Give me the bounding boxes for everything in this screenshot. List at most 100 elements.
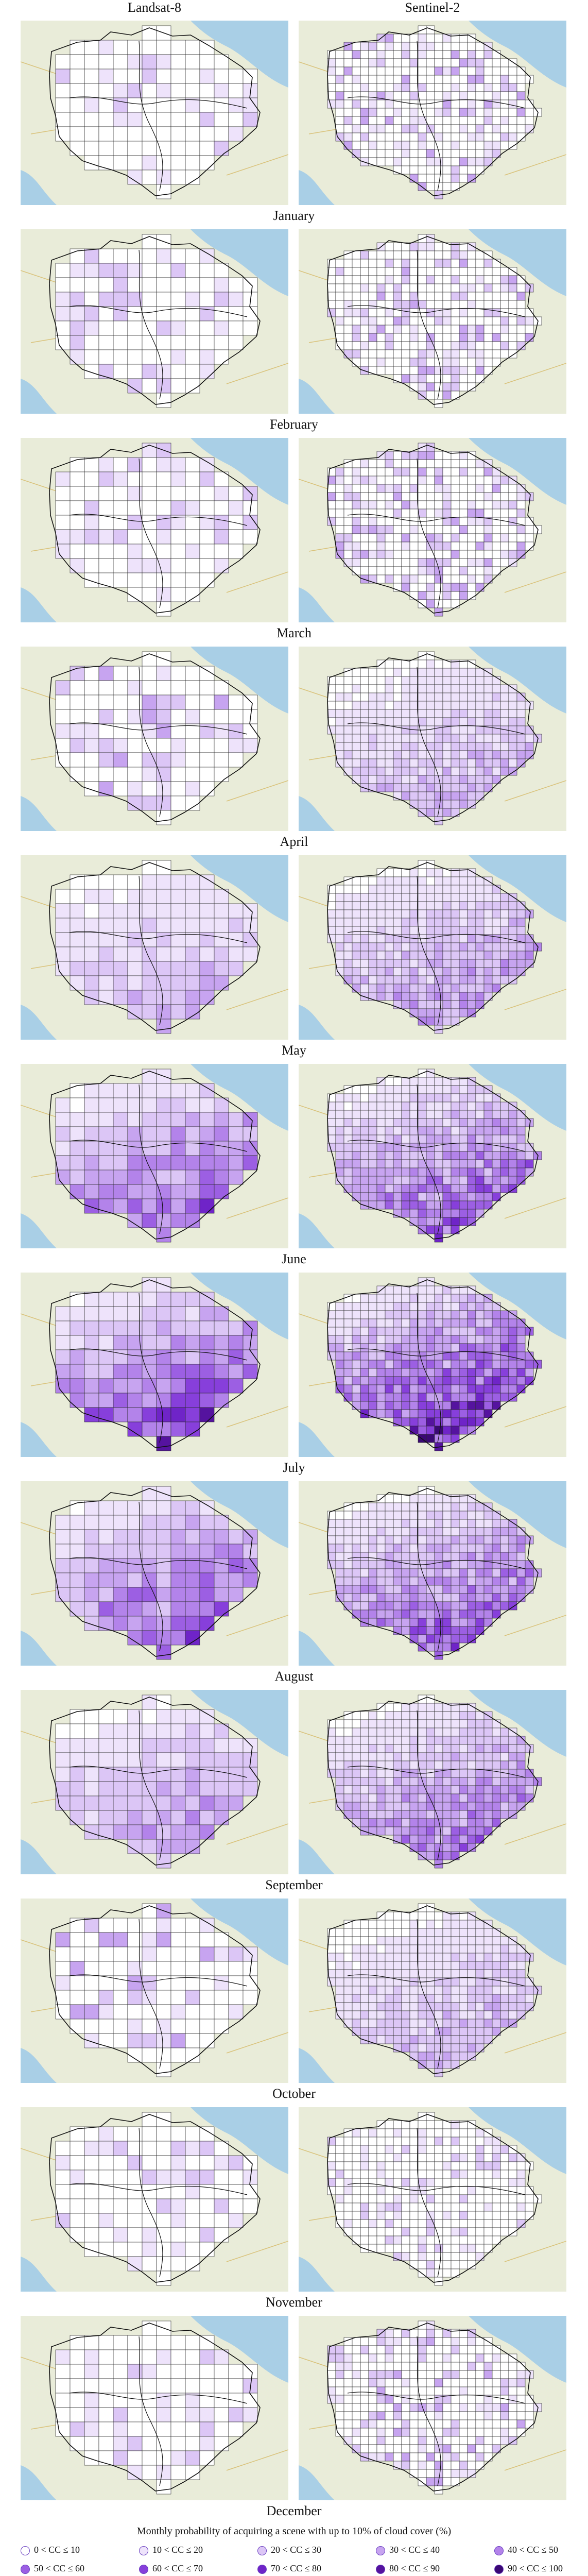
tile-cell xyxy=(418,374,427,383)
tile-cell xyxy=(426,1727,435,1737)
tile-cell xyxy=(385,358,394,367)
tile-cell xyxy=(70,1306,85,1321)
tile-cell xyxy=(418,1961,427,1970)
tile-cell xyxy=(401,533,410,543)
tile-cell xyxy=(376,668,386,677)
tile-cell xyxy=(360,1351,369,1361)
tile-cell xyxy=(393,83,402,92)
tile-cell xyxy=(368,717,377,726)
tile-cell xyxy=(508,1777,517,1786)
tile-cell xyxy=(451,1343,460,1352)
tile-cell xyxy=(475,259,485,268)
tile-cell xyxy=(508,1961,517,1970)
tile-cell xyxy=(483,1585,493,1594)
tile-cell xyxy=(127,141,143,156)
tile-cell xyxy=(214,486,229,501)
tile-cell xyxy=(360,1093,369,1103)
cloud-probability-map xyxy=(299,1899,566,2083)
tile-cell xyxy=(185,1738,200,1753)
tile-cell xyxy=(199,752,215,768)
tile-cell xyxy=(84,54,99,70)
tile-cell xyxy=(525,1793,534,1803)
tile-cell xyxy=(199,141,215,156)
tile-cell xyxy=(442,300,452,309)
tile-cell xyxy=(426,885,435,894)
tile-cell xyxy=(360,75,369,84)
tile-cell xyxy=(426,566,435,575)
tile-cell xyxy=(516,325,526,334)
tile-cell xyxy=(459,901,468,910)
tile-cell xyxy=(385,275,394,284)
tile-cell xyxy=(368,1944,377,1954)
tile-cell xyxy=(352,1502,361,1512)
tile-cell xyxy=(84,2033,99,2048)
tile-cell xyxy=(385,1159,394,1168)
tile-cell xyxy=(459,574,468,584)
tile-cell xyxy=(156,694,171,710)
tile-cell xyxy=(475,992,485,1001)
tile-cell xyxy=(343,758,353,768)
tile-cell xyxy=(434,132,443,142)
tile-cell xyxy=(393,1294,402,1303)
tile-cell xyxy=(127,277,143,293)
water-area xyxy=(299,2048,335,2083)
tile-cell xyxy=(451,558,460,567)
tile-cell xyxy=(55,1767,71,1782)
tile-cell xyxy=(352,1986,361,1995)
tile-cell xyxy=(508,132,517,142)
tile-cell xyxy=(467,1351,476,1361)
tile-cell xyxy=(492,975,501,985)
tile-cell xyxy=(368,1519,377,1528)
tile-cell xyxy=(55,1558,71,1573)
tile-cell xyxy=(434,1376,443,1385)
tile-cell xyxy=(70,69,85,84)
tile-cell xyxy=(459,1560,468,1569)
tile-cell xyxy=(434,75,443,84)
tile-cell xyxy=(343,1944,353,1954)
tile-cell xyxy=(459,558,468,567)
tile-cell xyxy=(483,1994,493,2003)
tile-cell xyxy=(467,1552,476,1561)
tile-cell xyxy=(442,566,452,575)
tile-cell xyxy=(352,909,361,919)
tile-cell xyxy=(385,124,394,133)
tile-cell xyxy=(360,926,369,935)
study-area-outline xyxy=(327,1488,539,1657)
tile-cell xyxy=(156,471,171,487)
tile-cell xyxy=(467,1785,476,1794)
tile-cell xyxy=(401,1209,410,1218)
tile-cell xyxy=(434,1535,443,1545)
tile-cell xyxy=(418,467,427,477)
tile-cell xyxy=(442,1752,452,1761)
tile-cell xyxy=(401,1519,410,1528)
tile-cell xyxy=(368,1302,377,1311)
tile-cell xyxy=(343,1727,353,1737)
tile-cell xyxy=(451,1110,460,1119)
tile-cell xyxy=(376,500,386,510)
tile-cell xyxy=(127,1738,143,1753)
tile-cell xyxy=(142,1918,157,1933)
tile-cell xyxy=(516,525,526,534)
tile-cell xyxy=(142,874,157,890)
tile-cell xyxy=(360,1711,369,1720)
tile-cell xyxy=(360,124,369,133)
tile-cell xyxy=(352,1376,361,1385)
tile-cell xyxy=(335,75,344,84)
tile-cell xyxy=(127,1097,143,1113)
tile-cell xyxy=(467,1769,476,1778)
tile-cell xyxy=(492,1544,501,1553)
tile-cell xyxy=(352,58,361,67)
tile-cell xyxy=(360,1527,369,1536)
water-area xyxy=(469,855,566,922)
tile-cell xyxy=(199,500,215,516)
tile-cell xyxy=(426,1703,435,1712)
tile-cell xyxy=(352,1093,361,1103)
tile-cell xyxy=(459,1302,468,1311)
tile-cell xyxy=(385,1143,394,1152)
tile-cell xyxy=(385,1176,394,1185)
tile-cell xyxy=(459,1752,468,1761)
tile-cell xyxy=(426,800,435,809)
tile-cell xyxy=(84,1083,99,1098)
tile-cell xyxy=(84,932,99,947)
tile-cell xyxy=(343,517,353,526)
